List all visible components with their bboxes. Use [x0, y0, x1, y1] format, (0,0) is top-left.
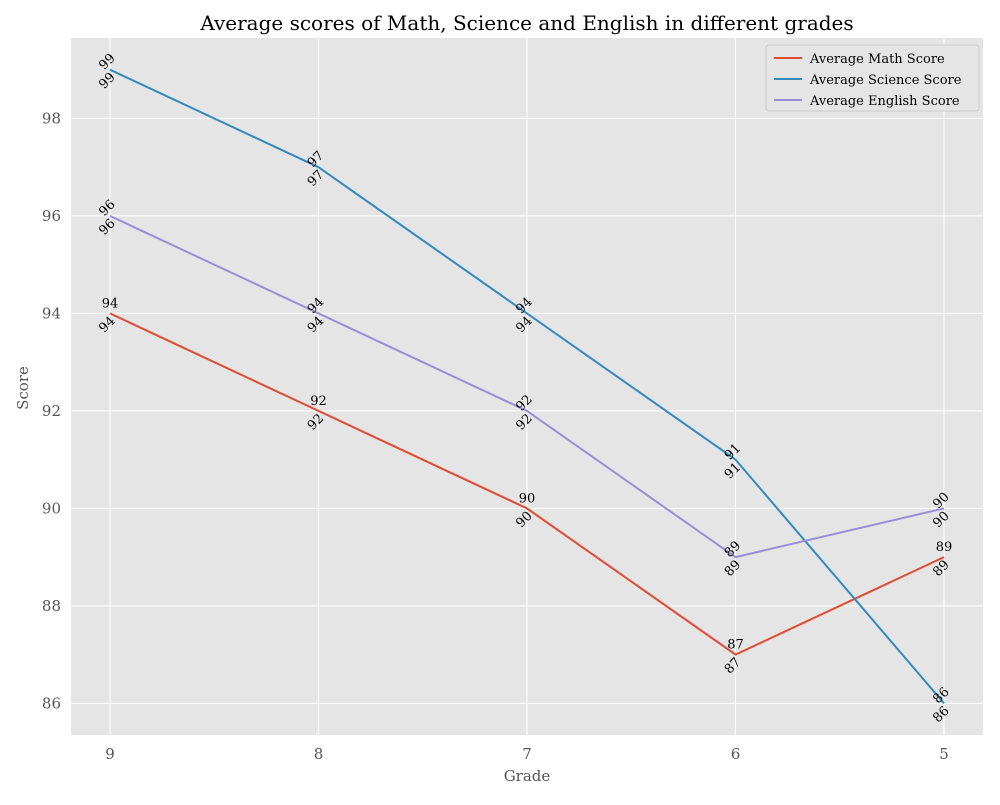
y-tick-label: 94 [42, 304, 61, 322]
series-line [109, 312, 945, 656]
series-line [109, 214, 945, 559]
y-tick-label: 86 [42, 694, 61, 712]
legend-box [765, 44, 980, 112]
series-lines [109, 68, 945, 704]
legend: Average Math Score Average Science Score A… [765, 44, 980, 112]
x-tick-label: 7 [522, 745, 532, 763]
x-tick-label: 8 [314, 745, 324, 763]
y-tick-label: 98 [42, 109, 61, 127]
chart-title: Average scores of Math, Science and Engl… [199, 11, 853, 35]
legend-entry: Average English Score [809, 94, 960, 109]
legend-entry: Average Science Score [809, 73, 962, 88]
y-tick-label: 92 [42, 402, 61, 420]
x-tick-label: 5 [939, 745, 949, 763]
data-label: 90 [519, 491, 536, 506]
x-tick-label: 6 [731, 745, 741, 763]
y-tick-label: 88 [42, 597, 61, 615]
y-axis-label: Score [14, 366, 32, 410]
x-tick-label: 9 [105, 745, 115, 763]
y-tick-labels: 86 88 90 92 94 96 98 [42, 109, 61, 712]
data-label: 89 [936, 540, 953, 555]
y-tick-label: 96 [42, 207, 61, 225]
x-axis-label: Grade [504, 767, 551, 785]
x-tick-labels: 9 8 7 6 5 [105, 745, 949, 763]
data-label: 87 [727, 638, 744, 653]
data-label: 94 [102, 296, 119, 311]
y-tick-label: 90 [42, 499, 61, 517]
data-label: 92 [310, 394, 327, 409]
legend-entry: Average Math Score [809, 52, 945, 67]
